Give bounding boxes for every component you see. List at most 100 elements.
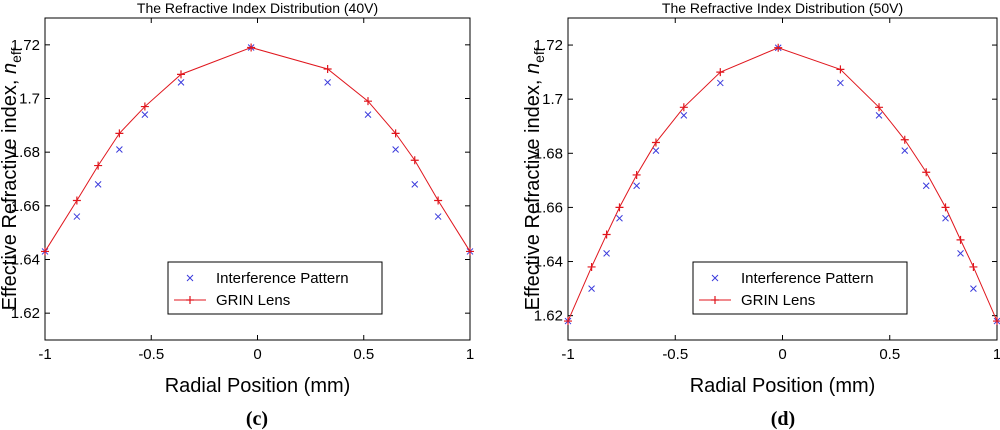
data-point-plus-marker: [956, 235, 965, 244]
chart-title: The Refractive Index Distribution (50V): [662, 0, 903, 16]
legend-label: Interference Pattern: [216, 270, 349, 287]
data-point-x-marker: [141, 111, 149, 118]
y-axis-label-symbol: n: [0, 63, 21, 74]
data-point-plus-marker: [391, 129, 400, 138]
data-point-x-marker: [633, 182, 640, 190]
data-point-x-marker: [588, 285, 595, 292]
data-point-plus-marker: [615, 203, 624, 212]
legend-plus-marker: [186, 296, 194, 304]
data-point-plus-marker: [177, 70, 185, 79]
y-tick-label: 1.68: [11, 144, 40, 161]
data-point-x-marker: [616, 214, 623, 222]
data-point-plus-marker: [602, 230, 611, 239]
data-point-x-marker: [680, 112, 688, 119]
data-point-plus-marker: [587, 262, 596, 271]
data-point-x-marker: [942, 214, 949, 222]
data-point-plus-marker: [434, 196, 443, 205]
x-axis-label: Radial Position (mm): [165, 375, 351, 397]
y-axis-label: Effective Refractive index, neff: [522, 47, 547, 310]
x-tick-label: -1: [561, 346, 574, 363]
data-point-plus-marker: [774, 43, 783, 52]
data-point-plus-marker: [716, 68, 725, 77]
x-tick-label: 0.5: [353, 346, 374, 363]
data-point-x-marker: [652, 147, 660, 154]
panel-caption: (d): [771, 408, 795, 430]
y-tick-label: 1.72: [534, 37, 563, 54]
legend-x-marker: [186, 274, 194, 282]
data-point-x-marker: [970, 285, 977, 292]
data-point-plus-marker: [323, 64, 332, 73]
y-tick-label: 1.62: [11, 305, 40, 322]
series-grin-lens: [41, 43, 474, 256]
x-axis-label: Radial Position (mm): [690, 375, 876, 397]
legend: Interference Pattern GRIN Lens: [167, 261, 383, 315]
y-tick-label: 1.64: [534, 254, 563, 271]
series-line: [44, 46, 471, 252]
data-point-x-marker: [434, 213, 442, 220]
y-axis-label-subscript: eff: [8, 47, 24, 62]
data-point-plus-marker: [679, 103, 688, 112]
legend-label: Interference Pattern: [741, 270, 874, 287]
y-tick-label: 1.7: [542, 91, 563, 108]
data-point-plus-marker: [969, 262, 978, 271]
legend-plus-marker: [711, 296, 719, 304]
data-point-plus-marker: [922, 168, 931, 177]
x-tick-label: 1: [993, 346, 1000, 363]
data-point-plus-marker: [900, 135, 909, 144]
data-point-x-marker: [177, 79, 185, 86]
data-point-plus-marker: [941, 203, 950, 212]
data-point-x-marker: [324, 79, 331, 86]
data-point-x-marker: [364, 111, 372, 118]
x-tick-label: -1: [38, 346, 51, 363]
panel-caption: (c): [246, 408, 268, 430]
y-tick-label: 1.62: [534, 308, 563, 325]
data-point-plus-marker: [875, 103, 884, 112]
x-tick-label: 0.5: [879, 346, 900, 363]
legend: Interference Pattern GRIN Lens: [692, 261, 908, 315]
y-axis-label: Effective Refractive index, neff: [0, 47, 24, 310]
panel-c: The Refractive Index Distribution (40V) -…: [0, 0, 474, 430]
y-tick-label: 1.72: [11, 37, 40, 54]
x-tick-label: -0.5: [138, 346, 164, 363]
data-point-plus-marker: [94, 161, 103, 170]
data-point-x-marker: [957, 250, 964, 257]
data-point-x-marker: [116, 146, 123, 153]
x-tick-label: -0.5: [662, 346, 688, 363]
legend-label: GRIN Lens: [216, 292, 290, 309]
y-tick-label: 1.64: [11, 252, 40, 269]
data-point-x-marker: [901, 147, 909, 154]
data-point-plus-marker: [364, 97, 372, 106]
y-tick-label: 1.7: [19, 91, 40, 108]
data-point-plus-marker: [836, 65, 845, 74]
x-tick-label: 1: [466, 346, 474, 363]
y-tick-label: 1.68: [534, 145, 563, 162]
data-point-x-marker: [392, 146, 399, 153]
chart-title: The Refractive Index Distribution (40V): [137, 0, 378, 16]
data-point-x-marker: [73, 213, 81, 220]
y-axis-label-subscript: eff: [531, 47, 547, 62]
data-point-x-marker: [603, 250, 610, 257]
y-tick-label: 1.66: [534, 199, 563, 216]
data-point-plus-marker: [72, 196, 81, 205]
data-point-plus-marker: [466, 247, 474, 256]
legend-label: GRIN Lens: [741, 292, 815, 309]
data-point-plus-marker: [632, 170, 641, 179]
data-point-plus-marker: [651, 138, 660, 147]
y-axis-label-symbol: n: [522, 63, 544, 74]
y-tick-label: 1.66: [11, 198, 40, 215]
legend-box: [167, 261, 383, 315]
legend-x-marker: [711, 274, 719, 282]
data-point-x-marker: [94, 181, 102, 188]
x-tick-label: 0: [253, 346, 261, 363]
data-point-x-marker: [411, 181, 419, 188]
data-point-x-marker: [922, 182, 930, 190]
data-point-x-marker: [716, 79, 724, 87]
legend-box: [692, 261, 908, 315]
series-interference-pattern: [41, 44, 474, 255]
data-point-x-marker: [875, 112, 883, 119]
x-tick-label: 0: [778, 346, 786, 363]
y-axis-label-text: Effective Refractive index,: [522, 74, 544, 310]
data-point-plus-marker: [115, 129, 124, 138]
y-axis-label-text: Effective Refractive index,: [0, 74, 21, 310]
data-point-plus-marker: [247, 43, 256, 52]
